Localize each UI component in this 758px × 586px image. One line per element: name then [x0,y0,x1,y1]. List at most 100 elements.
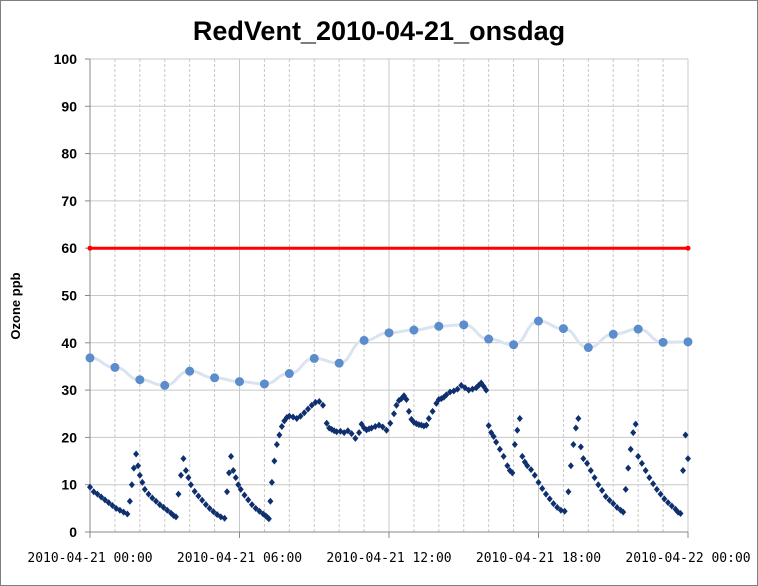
series-point [153,497,160,505]
series-point [542,490,549,498]
series-point [595,481,602,489]
series-point [546,495,553,503]
series-point [297,412,304,420]
axes [85,58,689,538]
series-point [226,469,233,477]
y-axis-label: Ozone ppb [8,272,23,339]
series-point [680,467,687,475]
series-point [591,474,598,482]
series-point [584,459,591,467]
series-point [278,423,285,431]
series-point [587,467,594,475]
series-point [554,503,561,511]
series-point [110,362,120,372]
series-point [160,380,170,390]
series-point [383,426,390,434]
series-point [535,478,542,486]
series-point [500,452,507,460]
series-point [528,466,535,474]
series-point [650,480,657,488]
series-group [85,245,693,523]
series-point [606,496,613,504]
series-point [509,469,516,477]
y-tick-label: 30 [61,382,77,398]
series-point [485,422,492,430]
series-point [661,495,668,503]
series-point [561,507,568,515]
series-point [429,407,436,415]
series-point [352,434,359,442]
y-tick-labels: 0 10 20 30 40 50 60 70 80 90 100 [54,51,78,540]
series-point [514,426,521,434]
series-point [583,343,593,353]
series-point [620,508,627,516]
x-tick-label: 2010-04-21 06:00 [177,551,302,566]
series-point [237,485,244,493]
series-point [524,462,531,470]
series-point [602,493,609,501]
series-point [187,481,194,489]
series-point [423,421,430,429]
series-point [136,471,143,479]
series-point [224,488,231,496]
y-tick-label: 10 [61,477,77,493]
series-point [221,514,228,522]
series-point [334,358,344,368]
series-point [126,497,133,505]
series-point [182,467,189,475]
series-point [630,429,637,437]
series-point [379,423,386,431]
series-point [210,508,217,516]
series-point [191,487,198,495]
series-point [677,510,684,518]
series-point [276,431,283,439]
y-tick-label: 100 [54,51,78,67]
series-point [635,452,642,460]
series-point [356,429,363,437]
x-tick-label: 2010-04-21 00:00 [27,551,152,566]
series-point [316,397,323,405]
series-point [333,428,340,436]
series-point [627,445,634,453]
series-point [319,401,326,409]
y-tick-label: 60 [61,240,77,256]
series-point [496,445,503,453]
series-point [653,485,660,493]
series-point [248,501,255,509]
series-point [305,405,312,413]
x-tick-labels: 2010-04-21 00:00 2010-04-21 06:00 2010-04-… [27,551,750,566]
series-point [490,432,497,440]
series-point [245,496,252,504]
series-point [638,459,645,467]
series-point [682,431,689,439]
series-point [642,467,649,475]
series-point [633,324,643,334]
series-point [483,386,490,394]
series-point [87,245,93,251]
series-point [145,490,152,498]
series-point [195,492,202,500]
series-point [632,420,639,428]
y-tick-label: 20 [61,429,77,445]
series-point [443,391,450,399]
series-point [323,419,330,427]
series-point [405,407,412,415]
series-point [130,464,137,472]
series-point [105,499,112,507]
series-point [403,396,410,404]
series-point [252,504,259,512]
series-point [301,409,308,417]
series-point [230,467,237,475]
series-point [267,497,274,505]
series-point [434,321,444,331]
series-point [665,499,672,507]
series-point [575,414,582,422]
series-point [309,353,319,363]
series-point [484,334,494,344]
series-point [625,464,632,472]
y-tick-label: 80 [61,146,77,162]
series-point [139,478,146,486]
series-point [128,481,135,489]
series-point [570,440,577,448]
